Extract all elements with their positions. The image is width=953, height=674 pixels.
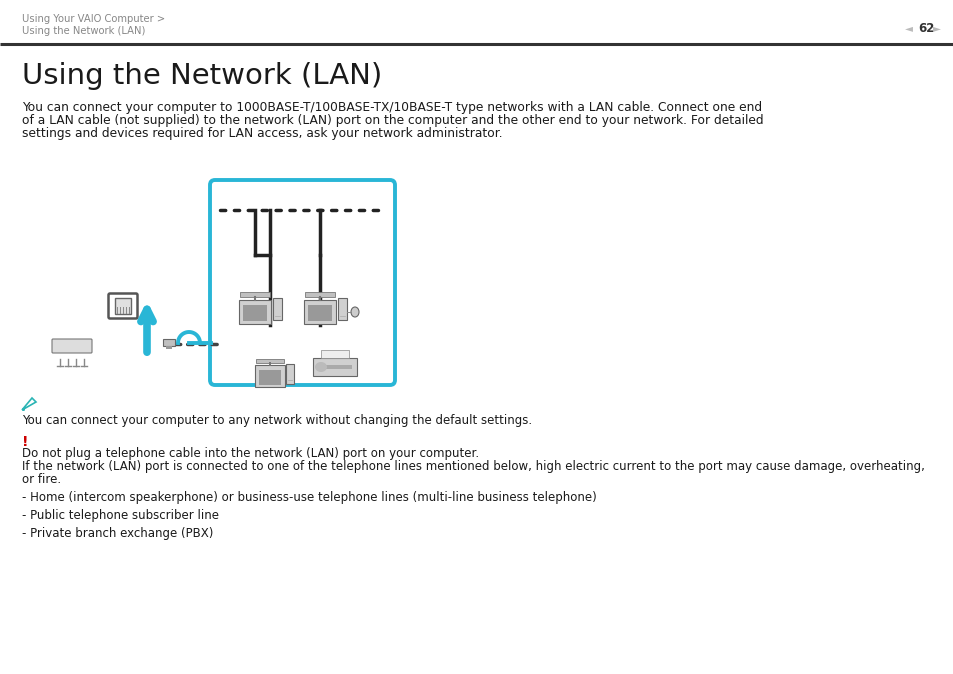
Bar [304, 300, 335, 324]
Bar [313, 358, 356, 376]
Bar [243, 305, 267, 321]
Bar [115, 298, 131, 314]
Text: ►: ► [932, 23, 940, 33]
Bar [239, 300, 271, 324]
Text: ◄: ◄ [904, 23, 912, 33]
Bar [320, 350, 349, 358]
FancyBboxPatch shape [52, 339, 91, 353]
Text: Do not plug a telephone cable into the network (LAN) port on your computer.: Do not plug a telephone cable into the n… [22, 447, 478, 460]
Bar [240, 292, 270, 297]
Text: - Home (intercom speakerphone) or business-use telephone lines (multi-line busin: - Home (intercom speakerphone) or busine… [22, 491, 597, 504]
Text: You can connect your computer to any network without changing the default settin: You can connect your computer to any net… [22, 414, 532, 427]
Bar [305, 292, 335, 297]
Bar [273, 298, 282, 320]
Text: or fire.: or fire. [22, 473, 61, 486]
Bar [163, 339, 174, 346]
Text: Using the Network (LAN): Using the Network (LAN) [22, 26, 145, 36]
Text: Using the Network (LAN): Using the Network (LAN) [22, 62, 382, 90]
Bar [337, 298, 347, 320]
Text: 62: 62 [917, 22, 933, 34]
Text: settings and devices required for LAN access, ask your network administrator.: settings and devices required for LAN ac… [22, 127, 502, 140]
Bar [255, 359, 284, 363]
Bar [258, 370, 281, 385]
Bar [286, 364, 294, 384]
Bar [166, 346, 172, 349]
FancyBboxPatch shape [109, 293, 137, 319]
Bar [317, 365, 352, 369]
Text: !: ! [22, 435, 29, 449]
Bar [308, 305, 332, 321]
Text: - Private branch exchange (PBX): - Private branch exchange (PBX) [22, 527, 213, 540]
Text: If the network (LAN) port is connected to one of the telephone lines mentioned b: If the network (LAN) port is connected t… [22, 460, 923, 473]
Text: - Public telephone subscriber line: - Public telephone subscriber line [22, 509, 219, 522]
Text: of a LAN cable (not supplied) to the network (LAN) port on the computer and the : of a LAN cable (not supplied) to the net… [22, 114, 762, 127]
Text: You can connect your computer to 1000BASE-T/100BASE-TX/10BASE-T type networks wi: You can connect your computer to 1000BAS… [22, 101, 761, 114]
FancyBboxPatch shape [210, 180, 395, 385]
Ellipse shape [314, 362, 327, 372]
Ellipse shape [351, 307, 358, 317]
Bar [254, 365, 285, 387]
Text: Using Your VAIO Computer >: Using Your VAIO Computer > [22, 14, 165, 24]
